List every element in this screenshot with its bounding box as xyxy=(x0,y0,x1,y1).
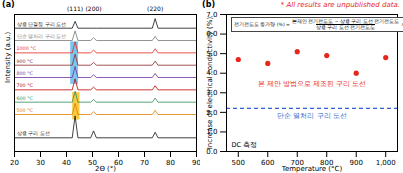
html-text:전기전도도 증가량 (%) =: 전기전도도 증가량 (%) = xyxy=(234,22,290,27)
svg-text:상용 단결정 구리 도선: 상용 단결정 구리 도선 xyxy=(17,22,67,27)
svg-text:700 °C: 700 °C xyxy=(17,83,34,88)
svg-text:Increase of electrical conduct: Increase of electrical conductivity (%) xyxy=(206,17,214,150)
html-text:상용 구리 도선 전기전도도: 상용 구리 도선 전기전도도 xyxy=(315,25,376,30)
html-text:본제안 전기전도도 − 상용 구리 도선 전기전도도: 본제안 전기전도도 − 상용 구리 도선 전기전도도 xyxy=(291,19,400,24)
svg-text:0.0: 0.0 xyxy=(206,147,218,156)
svg-text:(220): (220) xyxy=(147,5,163,12)
svg-text:800 °C: 800 °C xyxy=(17,71,34,76)
svg-text:500: 500 xyxy=(232,159,245,167)
svg-text:600: 600 xyxy=(261,159,274,167)
svg-text:(111): (111) xyxy=(67,5,83,12)
svg-text:70: 70 xyxy=(140,159,149,167)
svg-text:1,000: 1,000 xyxy=(376,159,396,167)
svg-text:900: 900 xyxy=(350,159,363,167)
svg-text:(200): (200) xyxy=(85,5,101,12)
svg-text:800: 800 xyxy=(320,159,334,168)
svg-text:40: 40 xyxy=(62,159,71,167)
svg-text:500 °C: 500 °C xyxy=(17,108,34,113)
svg-text:Intensity (a.u.): Intensity (a.u.) xyxy=(4,31,12,83)
svg-text:80: 80 xyxy=(166,159,175,167)
svg-text:단순 열처리 구리 도선: 단순 열처리 구리 도선 xyxy=(17,34,67,39)
svg-text:90: 90 xyxy=(192,159,200,167)
svg-text:Temperature (°C): Temperature (°C) xyxy=(281,165,343,173)
svg-text:60: 60 xyxy=(114,159,123,168)
svg-text:본 제안 방법으로 제조된 구리 도선: 본 제안 방법으로 제조된 구리 도선 xyxy=(258,80,366,88)
svg-text:1000 °C: 1000 °C xyxy=(17,46,37,51)
html-text:* All results are unpublished: * All results are unpublished data. xyxy=(280,1,400,9)
svg-text:상용 구리 도선: 상용 구리 도선 xyxy=(17,131,50,136)
svg-text:단순 열처리 구리 도선: 단순 열처리 구리 도선 xyxy=(277,112,346,120)
svg-text:20: 20 xyxy=(10,159,19,167)
svg-text:600 °C: 600 °C xyxy=(17,96,34,101)
html-text:(b): (b) xyxy=(202,0,215,9)
html-text:(a): (a) xyxy=(2,0,15,9)
svg-text:50: 50 xyxy=(88,159,97,168)
svg-text:2Θ (°): 2Θ (°) xyxy=(95,165,116,173)
svg-text:DC 측정: DC 측정 xyxy=(232,141,258,149)
svg-text:900 °C: 900 °C xyxy=(17,59,34,64)
svg-text:700: 700 xyxy=(290,159,304,168)
svg-text:30: 30 xyxy=(36,159,45,167)
svg-text:7.0: 7.0 xyxy=(206,10,218,19)
